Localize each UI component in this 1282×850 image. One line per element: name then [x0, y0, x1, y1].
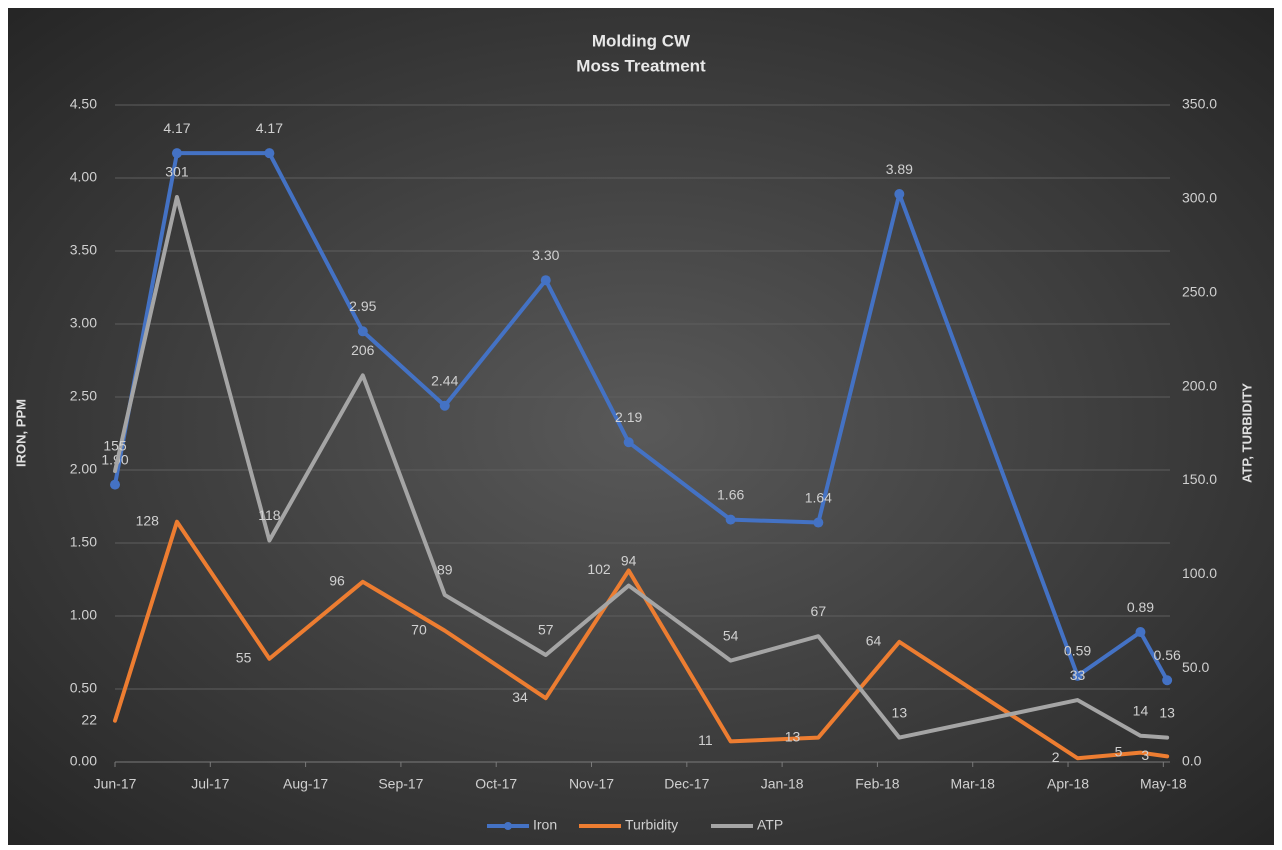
data-label: 3: [1141, 747, 1149, 763]
x-tick-label: Nov-17: [569, 776, 614, 792]
y-tick-label: 2.50: [70, 388, 97, 404]
x-tick-label: Dec-17: [664, 776, 709, 792]
data-label: 0.56: [1154, 647, 1181, 663]
data-point: [171, 148, 182, 159]
data-label: 102: [587, 561, 611, 577]
data-label: 34: [512, 689, 528, 705]
x-tick-label: Jan-18: [761, 776, 804, 792]
x-tick-label: Jul-17: [191, 776, 229, 792]
y-tick-label: 1.50: [70, 534, 97, 550]
y-tick-label: 2.00: [70, 461, 97, 477]
data-point: [1072, 670, 1083, 681]
data-label: 94: [621, 552, 637, 568]
data-label: 301: [165, 164, 189, 180]
legend-label: Iron: [533, 817, 557, 833]
y-tick-label: 3.00: [70, 315, 97, 331]
chart-subtitle: Moss Treatment: [576, 56, 706, 75]
data-label: 2.19: [615, 409, 642, 425]
data-point: [725, 514, 736, 525]
data-label: 206: [351, 342, 375, 358]
y2-tick-label: 250.0: [1182, 283, 1217, 299]
data-label: 4.17: [163, 120, 190, 136]
data-label: 89: [437, 562, 453, 578]
data-label: 33: [1070, 667, 1086, 683]
data-point: [357, 326, 368, 337]
data-label: 2: [1052, 749, 1060, 765]
y-tick-label: 4.00: [70, 169, 97, 185]
data-label: 57: [538, 622, 554, 638]
data-label: 155: [103, 438, 127, 454]
y-tick-label: 3.50: [70, 242, 97, 258]
y2-tick-label: 0.0: [1182, 753, 1202, 769]
data-label: 11: [698, 732, 713, 748]
data-label: 13: [785, 728, 801, 744]
data-point: [540, 275, 551, 286]
data-label: 3.30: [532, 247, 559, 263]
data-label: 118: [258, 507, 281, 523]
y2-tick-label: 350.0: [1182, 96, 1217, 112]
data-label: 0.59: [1064, 643, 1091, 659]
data-label: 5: [1115, 743, 1123, 759]
legend-label: Turbidity: [625, 817, 678, 833]
data-label: 13: [892, 704, 908, 720]
x-tick-label: Sep-17: [378, 776, 423, 792]
x-tick-label: Oct-17: [475, 776, 517, 792]
chart-title: Molding CW: [592, 31, 691, 50]
data-label: 3.89: [886, 161, 913, 177]
data-label: 55: [236, 649, 252, 665]
data-label: 54: [723, 627, 739, 643]
data-point: [264, 148, 275, 159]
x-tick-label: Apr-18: [1047, 776, 1089, 792]
chart-background: [8, 8, 1274, 845]
series-line: [113, 194, 1170, 740]
y2-tick-label: 200.0: [1182, 377, 1217, 393]
x-tick-label: Jun-17: [94, 776, 137, 792]
y-tick-label: 1.00: [70, 607, 97, 623]
legend-marker: [504, 822, 512, 830]
data-label: 128: [136, 512, 160, 528]
legend-label: ATP: [757, 817, 783, 833]
data-point: [1135, 627, 1146, 638]
y2-tick-label: 100.0: [1182, 565, 1217, 581]
data-label: 1.66: [717, 486, 744, 502]
y-axis-title: IRON, PPM: [13, 399, 28, 467]
data-label: 1.64: [805, 489, 832, 505]
data-point: [894, 189, 905, 200]
y2-axis-title: ATP, TURBIDITY: [1239, 383, 1254, 483]
data-point: [813, 517, 824, 528]
data-point: [623, 437, 634, 448]
y2-tick-label: 50.0: [1182, 659, 1209, 675]
data-label: 14: [1133, 702, 1149, 718]
x-tick-label: May-18: [1140, 776, 1187, 792]
data-label: 67: [811, 603, 827, 619]
data-label: 64: [866, 633, 882, 649]
data-label: 0.89: [1127, 599, 1154, 615]
series-line: [113, 519, 1170, 761]
data-label: 13: [1159, 704, 1175, 720]
x-tick-label: Aug-17: [283, 776, 328, 792]
y2-tick-label: 150.0: [1182, 471, 1217, 487]
y-tick-label: 0.00: [70, 753, 97, 769]
data-label: 1.90: [101, 451, 128, 467]
y-tick-label: 0.50: [70, 680, 97, 696]
data-label: 22: [81, 711, 97, 727]
data-point: [439, 400, 450, 411]
y-tick-label: 4.50: [70, 96, 97, 112]
x-tick-label: Mar-18: [951, 776, 996, 792]
data-point: [1162, 675, 1173, 686]
data-point: [110, 479, 120, 490]
data-label: 96: [329, 572, 345, 588]
data-label: 4.17: [256, 120, 283, 136]
data-label: 70: [411, 621, 427, 637]
y2-tick-label: 300.0: [1182, 190, 1217, 206]
x-tick-label: Feb-18: [855, 776, 900, 792]
data-label: 2.44: [431, 372, 458, 388]
data-label: 2.95: [349, 298, 376, 314]
